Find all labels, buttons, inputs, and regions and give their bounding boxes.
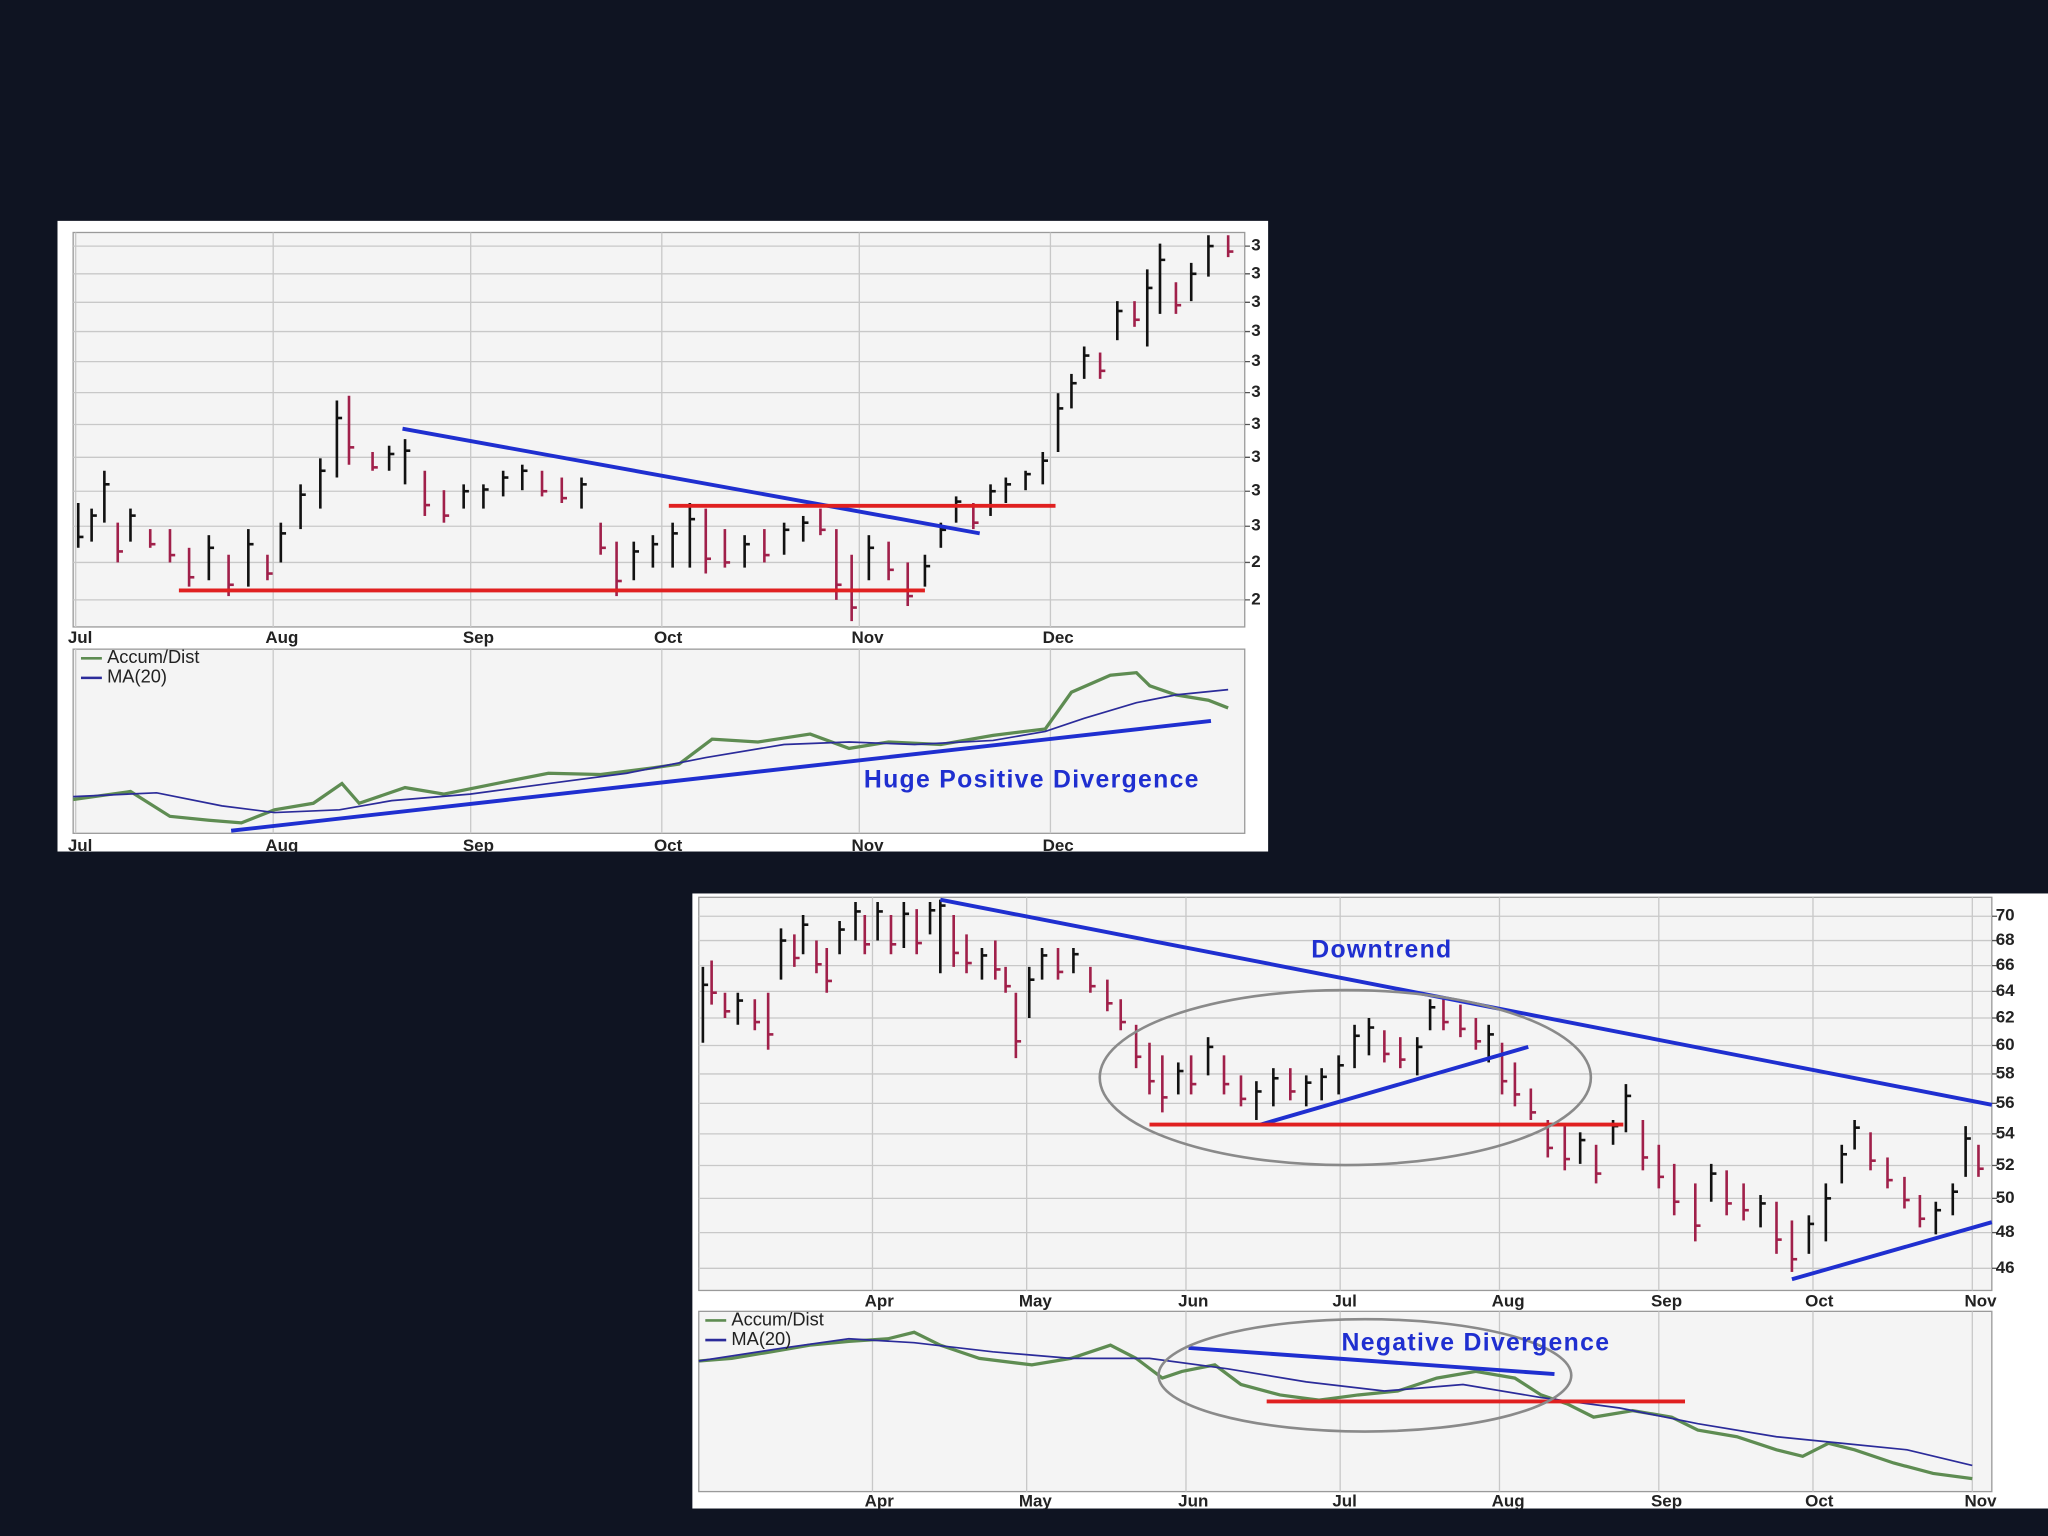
x-tick-label: Nov [1964,1492,1997,1511]
series-line [698,1330,1973,1481]
y-tick-label: 70 [1996,906,2015,925]
y-tick-label: 3 [1251,447,1260,466]
y-tick-label: 3 [1251,382,1260,401]
trend-line [1791,1220,1993,1282]
x-tick-label: Dec [1043,836,1074,855]
y-tick-label: 46 [1996,1258,2015,1277]
x-tick-label: May [1019,1492,1053,1511]
trend-line [1259,1045,1529,1127]
y-tick-label: 3 [1251,321,1260,340]
x-tick-label: Oct [654,836,683,855]
y-tick-label: 3 [1251,263,1260,282]
x-tick-label: Aug [1492,1292,1525,1311]
y-tick-label: 54 [1996,1123,2015,1142]
x-tick-label: Jul [1332,1292,1357,1311]
y-tick-label: 3 [1251,351,1260,370]
x-tick-label: Oct [654,628,683,647]
x-tick-label: Nov [851,836,884,855]
x-tick-label: Nov [1964,1292,1997,1311]
x-tick-label: Oct [1805,1492,1834,1511]
series-line [72,670,1229,825]
highlight-ellipse [1157,1317,1573,1433]
annotation: Negative Divergence [1342,1330,1611,1357]
y-tick-label: 66 [1996,955,2015,974]
y-tick-label: 52 [1996,1155,2015,1174]
x-tick-label: Sep [463,836,494,855]
y-tick-label: 3 [1251,292,1260,311]
legend-label: MA(20) [107,666,167,687]
y-tick-label: 56 [1996,1093,2015,1112]
series-line [73,688,1229,814]
annotation: Downtrend [1311,936,1452,963]
trend-line [1188,1345,1555,1377]
x-tick-label: Apr [865,1292,895,1311]
annotation: Huge Positive Divergence [864,767,1200,794]
x-tick-label: Apr [865,1492,895,1511]
x-tick-label: Sep [1651,1492,1682,1511]
x-tick-label: Sep [463,628,494,647]
x-tick-label: Nov [851,628,884,647]
trend-line [402,426,981,536]
y-tick-label: 3 [1251,236,1260,255]
x-tick-label: Aug [265,836,298,855]
y-tick-label: 50 [1996,1188,2015,1207]
y-tick-label: 68 [1996,930,2015,949]
x-tick-label: Oct [1805,1292,1834,1311]
plot-content [698,1330,1973,1481]
x-tick-label: Jun [1178,1492,1208,1511]
highlight-ellipse [1098,988,1593,1167]
y-tick-label: 2 [1251,552,1260,571]
y-tick-label: 48 [1996,1222,2015,1241]
legend-label: Accum/Dist [731,1308,823,1329]
x-tick-label: Dec [1043,628,1074,647]
x-tick-label: May [1019,1292,1053,1311]
y-tick-label: 2 [1251,589,1260,608]
x-tick-label: Aug [1492,1492,1525,1511]
x-tick-label: Jul [68,836,93,855]
plot-content [76,235,1234,622]
y-tick-label: 62 [1996,1007,2015,1026]
x-tick-label: Jun [1178,1292,1208,1311]
legend-label: Accum/Dist [107,646,199,667]
y-tick-label: 3 [1251,414,1260,433]
x-tick-label: Jul [68,628,93,647]
y-tick-label: 3 [1251,516,1260,535]
legend-label: MA(20) [731,1328,791,1349]
plot-area [72,648,1246,834]
trend-line [230,719,1212,833]
y-tick-label: 64 [1996,981,2015,1000]
y-tick-label: 58 [1996,1063,2015,1082]
x-tick-label: Aug [265,628,298,647]
chart-panel: Apr May Jun Jul Aug Sep Oct Nov Accum/DistMA(20)… [698,1308,1997,1511]
plot-content [72,670,1229,825]
x-tick-label: Jul [1332,1492,1357,1511]
x-tick-label: Sep [1651,1292,1682,1311]
y-tick-label: 3 [1251,481,1260,500]
series-line [698,1337,1973,1467]
y-tick-label: 60 [1996,1035,2015,1054]
